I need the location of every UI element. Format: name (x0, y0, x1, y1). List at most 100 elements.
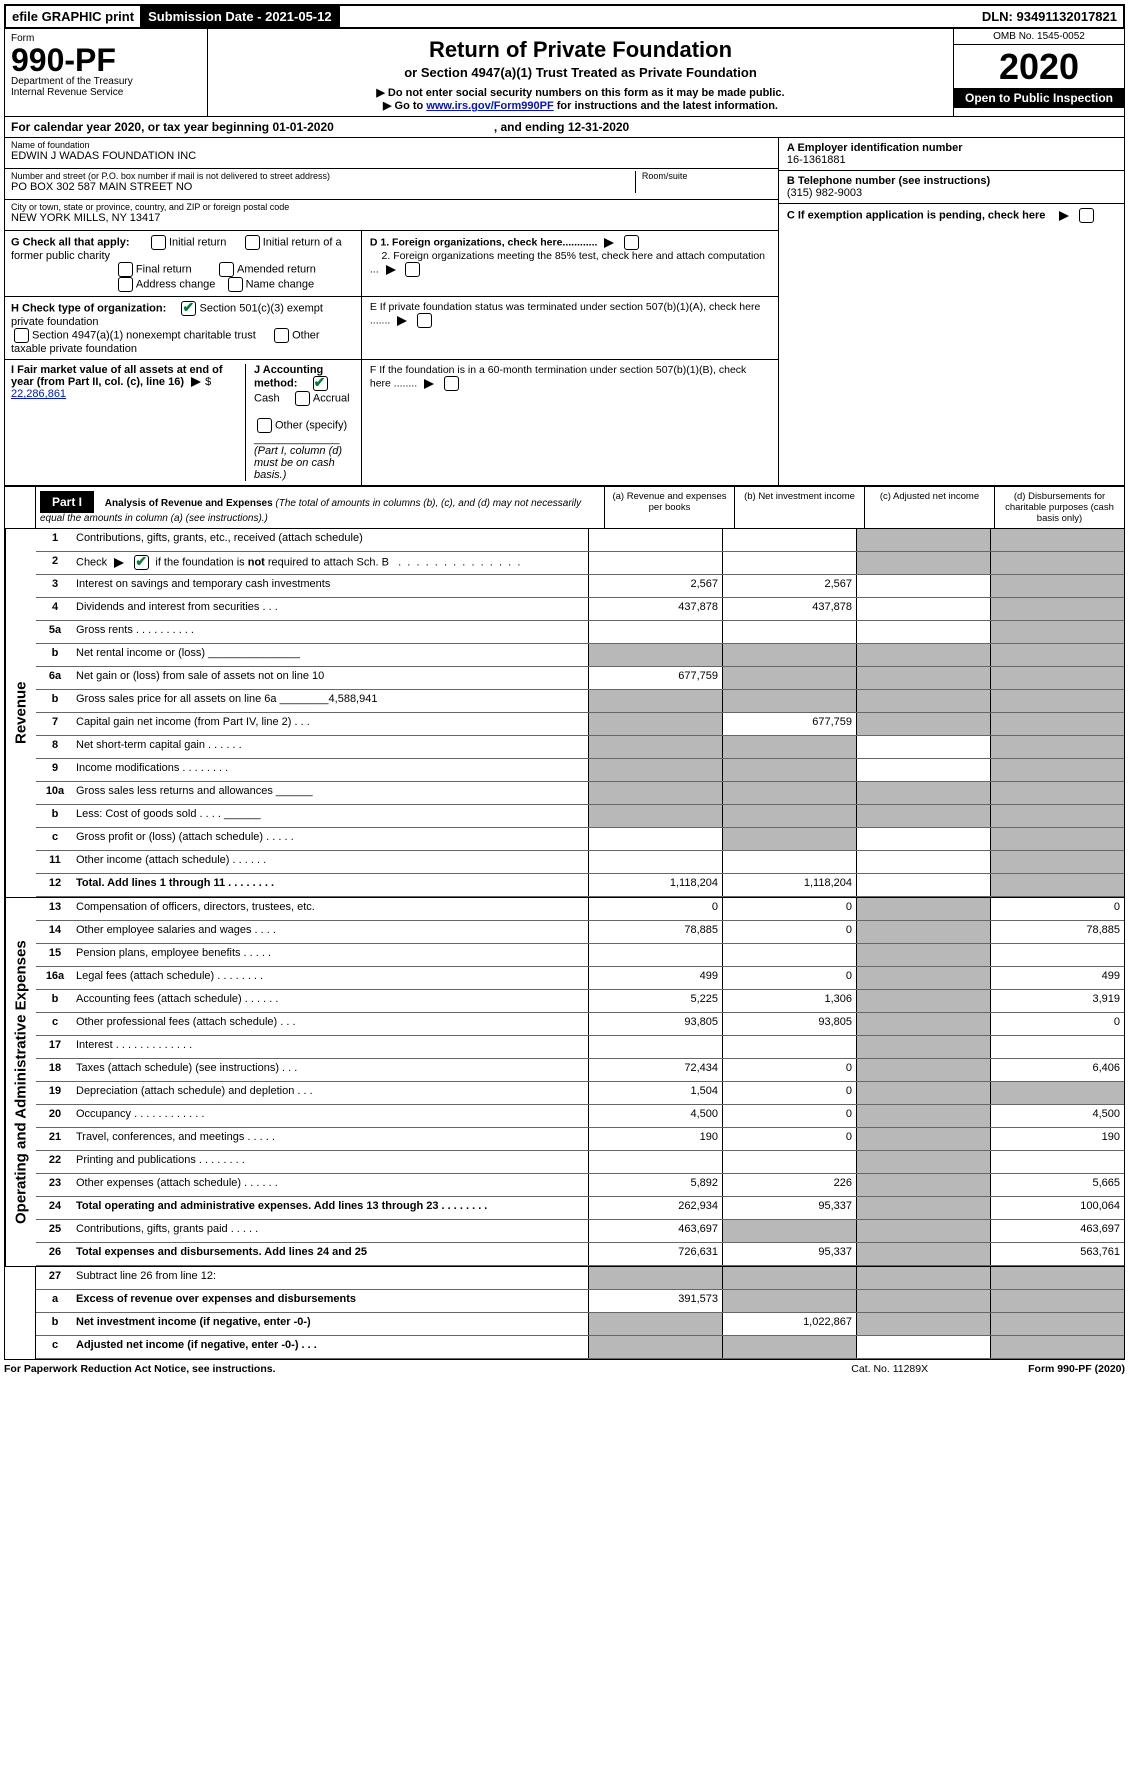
table-row: 21Travel, conferences, and meetings . . … (36, 1128, 1124, 1151)
cell (990, 1336, 1124, 1358)
irs: Internal Revenue Service (11, 87, 201, 98)
cell (856, 736, 990, 758)
checkbox-initial[interactable] (151, 235, 166, 250)
header-center: Return of Private Foundation or Section … (208, 29, 953, 116)
cell (856, 1197, 990, 1219)
checkbox-amended[interactable] (219, 262, 234, 277)
checkbox-f[interactable] (444, 376, 459, 391)
checkbox-d1[interactable] (624, 235, 639, 250)
cell: 93,805 (588, 1013, 722, 1035)
form-number: 990-PF (11, 44, 201, 76)
row-desc: Compensation of officers, directors, tru… (74, 898, 588, 920)
row-number: b (36, 990, 74, 1012)
cell (856, 1151, 990, 1173)
checkbox-addr-change[interactable] (118, 277, 133, 292)
submission-date: Submission Date - 2021-05-12 (142, 6, 340, 27)
row-desc: Travel, conferences, and meetings . . . … (74, 1128, 588, 1150)
cell: 4,500 (588, 1105, 722, 1127)
cell (856, 529, 990, 551)
cal-end: , and ending 12-31-2020 (494, 120, 629, 134)
address-cell: Number and street (or P.O. box number if… (5, 169, 778, 200)
cell (856, 1105, 990, 1127)
table-row: 9Income modifications . . . . . . . . (36, 759, 1124, 782)
a-label: A Employer identification number (787, 142, 963, 154)
table-row: 8Net short-term capital gain . . . . . . (36, 736, 1124, 759)
cell (856, 1174, 990, 1196)
fmv-link[interactable]: 22,286,861 (11, 388, 66, 400)
cell (588, 621, 722, 643)
cell: 226 (722, 1174, 856, 1196)
row-desc: Excess of revenue over expenses and disb… (74, 1290, 588, 1312)
cell (990, 851, 1124, 873)
row-number: 7 (36, 713, 74, 735)
arrow-icon (1059, 211, 1069, 221)
cell: 677,759 (722, 713, 856, 735)
cell (856, 898, 990, 920)
cell (990, 1267, 1124, 1289)
g-name-change: Name change (246, 278, 315, 290)
row-desc: Interest on savings and temporary cash i… (74, 575, 588, 597)
checkbox-accrual[interactable] (295, 391, 310, 406)
checkbox-other-tax[interactable] (274, 328, 289, 343)
table-row: cOther professional fees (attach schedul… (36, 1013, 1124, 1036)
table-row: 22Printing and publications . . . . . . … (36, 1151, 1124, 1174)
row-desc: Total operating and administrative expen… (74, 1197, 588, 1219)
cell: 2,567 (722, 575, 856, 597)
cal-begin: For calendar year 2020, or tax year begi… (11, 120, 334, 134)
checkbox-501c3[interactable] (181, 301, 196, 316)
side-expenses: Operating and Administrative Expenses (5, 898, 36, 1266)
checkbox-d2[interactable] (405, 262, 420, 277)
cell: 78,885 (588, 921, 722, 943)
table-row: 6aNet gain or (loss) from sale of assets… (36, 667, 1124, 690)
cell (990, 828, 1124, 850)
cell (722, 690, 856, 712)
table-row: 23Other expenses (attach schedule) . . .… (36, 1174, 1124, 1197)
row-desc: Gross rents . . . . . . . . . . (74, 621, 588, 643)
cell (722, 828, 856, 850)
cell (856, 575, 990, 597)
foundation-name: EDWIN J WADAS FOUNDATION INC (11, 150, 772, 162)
checkbox-cash[interactable] (313, 376, 328, 391)
cell (722, 759, 856, 781)
instr-1: ▶ Do not enter social security numbers o… (216, 86, 945, 99)
row-number: b (36, 805, 74, 827)
checkbox-c[interactable] (1079, 208, 1094, 223)
checkbox-other[interactable] (257, 418, 272, 433)
city-value: NEW YORK MILLS, NY 13417 (11, 212, 772, 224)
cell (856, 598, 990, 620)
cell (990, 1313, 1124, 1335)
instr2-tail: for instructions and the latest informat… (557, 100, 778, 112)
cell (990, 621, 1124, 643)
calendar-row: For calendar year 2020, or tax year begi… (4, 117, 1125, 138)
row-number: 27 (36, 1267, 74, 1289)
row-desc: Total. Add lines 1 through 11 . . . . . … (74, 874, 588, 896)
name-cell: Name of foundation EDWIN J WADAS FOUNDAT… (5, 138, 778, 169)
arrow-icon (604, 238, 614, 248)
cell (990, 552, 1124, 574)
cell: 437,878 (722, 598, 856, 620)
cell (990, 713, 1124, 735)
cell: 1,118,204 (722, 874, 856, 896)
g-amended: Amended return (237, 263, 316, 275)
table-row: 3Interest on savings and temporary cash … (36, 575, 1124, 598)
row-number: 16a (36, 967, 74, 989)
cell (990, 759, 1124, 781)
checkbox-final[interactable] (118, 262, 133, 277)
row-desc: Legal fees (attach schedule) . . . . . .… (74, 967, 588, 989)
row-number: 12 (36, 874, 74, 896)
cell (722, 529, 856, 551)
city-label: City or town, state or province, country… (11, 202, 772, 212)
cell (722, 621, 856, 643)
h-opt2: Section 4947(a)(1) nonexempt charitable … (32, 329, 256, 341)
checkbox-4947[interactable] (14, 328, 29, 343)
checkbox-e[interactable] (417, 313, 432, 328)
row-desc: Subtract line 26 from line 12: (74, 1267, 588, 1289)
row-desc: Gross sales price for all assets on line… (74, 690, 588, 712)
c-cell: C If exemption application is pending, c… (779, 204, 1124, 227)
row-number: 26 (36, 1243, 74, 1265)
checkbox-name-change[interactable] (228, 277, 243, 292)
col-b-header: (b) Net investment income (734, 487, 864, 528)
form-link[interactable]: www.irs.gov/Form990PF (426, 100, 553, 112)
checkbox-initial-former[interactable] (245, 235, 260, 250)
cell (722, 1036, 856, 1058)
